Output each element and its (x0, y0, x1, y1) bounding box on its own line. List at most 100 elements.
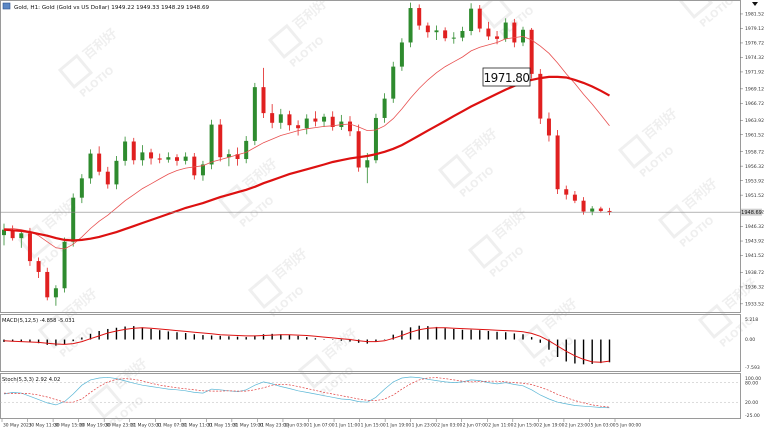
time-tick-label: 31 May 23:00 (258, 423, 288, 429)
watermark-mark (467, 233, 504, 269)
candle-body (105, 171, 110, 185)
scroll-arrow-icon[interactable] (752, 2, 758, 6)
candle-body (391, 66, 396, 99)
watermark-cn: 百利好 (640, 105, 680, 142)
watermark-mark (87, 383, 124, 419)
watermark-cn: 百利好 (460, 125, 500, 162)
time-tick-label: 31 May 11:00 (182, 423, 212, 429)
price-tick-label: 1943.92 (745, 239, 764, 245)
price-callout: 1971.80 (482, 67, 531, 87)
stoch-panel (0, 376, 740, 409)
watermark-layer: 百利好PLOTIO百利好PLOTIO百利好PLOTIO百利好PLOTIO百利好P… (17, 0, 760, 430)
candle-body (425, 25, 430, 33)
candle-body (123, 141, 128, 161)
price-tick-label: 1974.32 (745, 55, 764, 61)
candle-body (157, 158, 162, 160)
time-tick-label: 30 May 23:00 (105, 423, 135, 429)
time-tick-label: 1 Jun 03:00 (284, 423, 309, 429)
stoch-tick-label: 20.00 (745, 400, 758, 406)
watermark-mark (37, 313, 74, 349)
price-tick-label: 1969.12 (745, 87, 764, 93)
candle-body (451, 37, 456, 39)
candle-body (140, 152, 145, 161)
watermark-cn: 百利好 (110, 355, 150, 392)
candle-body (443, 30, 448, 39)
stoch-tick-label: -25.00 (745, 413, 760, 419)
candle-body (529, 29, 534, 74)
candle-body (71, 197, 76, 242)
price-tick-label: 1956.32 (745, 164, 764, 170)
candle-body (209, 124, 214, 165)
candle-body (399, 42, 404, 67)
watermark-brand: PLOTIO (288, 35, 326, 70)
watermark-mark (677, 0, 714, 19)
candle-body (590, 208, 595, 212)
candle-body (581, 200, 586, 212)
candle-body (313, 118, 318, 122)
time-tick-label: 30 May 15:00 (54, 423, 84, 429)
candle-body (546, 118, 551, 136)
time-tick-label: 31 May 07:00 (156, 423, 186, 429)
watermark-mark (657, 203, 694, 239)
candle-body (469, 8, 474, 31)
candle-body (2, 229, 6, 236)
candle-body (114, 160, 119, 185)
watermark-brand: PLOTIO (638, 145, 676, 180)
candle-body (166, 157, 171, 160)
watermark-brand: PLOTIO (238, 195, 276, 230)
candle-body (408, 8, 413, 43)
candle-body (365, 160, 370, 168)
time-tick-label: 30 May 2023 (3, 423, 32, 429)
candle-body (261, 87, 266, 114)
time-tick-label: 1 Jun 23:00 (412, 423, 437, 429)
macd-tick-label: -7.593 (745, 365, 760, 371)
macd-panel (3, 325, 611, 365)
candle-body (45, 271, 50, 298)
watermark-mark (247, 273, 284, 309)
candle-body (10, 229, 15, 239)
candle-body (62, 241, 67, 289)
candle-body (97, 153, 102, 172)
candle-body (27, 233, 32, 262)
price-tick-label: 1933.52 (745, 302, 764, 308)
candle-body (538, 73, 543, 119)
candle-body (460, 30, 465, 38)
stoch-tick-label: 100.00 (745, 376, 761, 382)
price-tick-label: 1953.92 (745, 178, 764, 184)
watermark-mark (57, 53, 94, 89)
candle-body (495, 36, 500, 39)
current-price-marker: 1948.69 (741, 208, 762, 216)
watermark-cn: 百利好 (490, 205, 530, 242)
macd-tick-label: 0.00 (745, 337, 755, 343)
chart-icon (2, 2, 11, 10)
time-tick-label: 1 Jun 19:00 (386, 423, 411, 429)
price-tick-label: 1976.72 (745, 41, 764, 47)
stoch-tick-label: 80.00 (745, 380, 758, 386)
time-tick-label: 2 Jun 11:00 (488, 423, 513, 429)
time-tick-label: 1 Jun 11:00 (335, 423, 360, 429)
current-price-label: 1948.69 (741, 210, 762, 216)
watermark-cn: 百利好 (80, 25, 120, 62)
candle-body (36, 261, 41, 272)
time-tick-label: 5 Jun 00:00 (616, 423, 641, 429)
watermark-brand: PLOTIO (458, 165, 496, 200)
watermark-mark (217, 183, 254, 219)
time-tick-label: 2 Jun 23:00 (565, 423, 590, 429)
stoch-panel-frame (0, 373, 741, 419)
candle-body (512, 22, 517, 43)
time-tick-label: 31 May 19:00 (233, 423, 263, 429)
stoch-signal-line (3, 377, 610, 408)
ma-slow-line (3, 75, 611, 242)
candle-body (235, 154, 240, 160)
price-callout-label: 1971.80 (483, 71, 529, 85)
candle-body (555, 135, 560, 190)
